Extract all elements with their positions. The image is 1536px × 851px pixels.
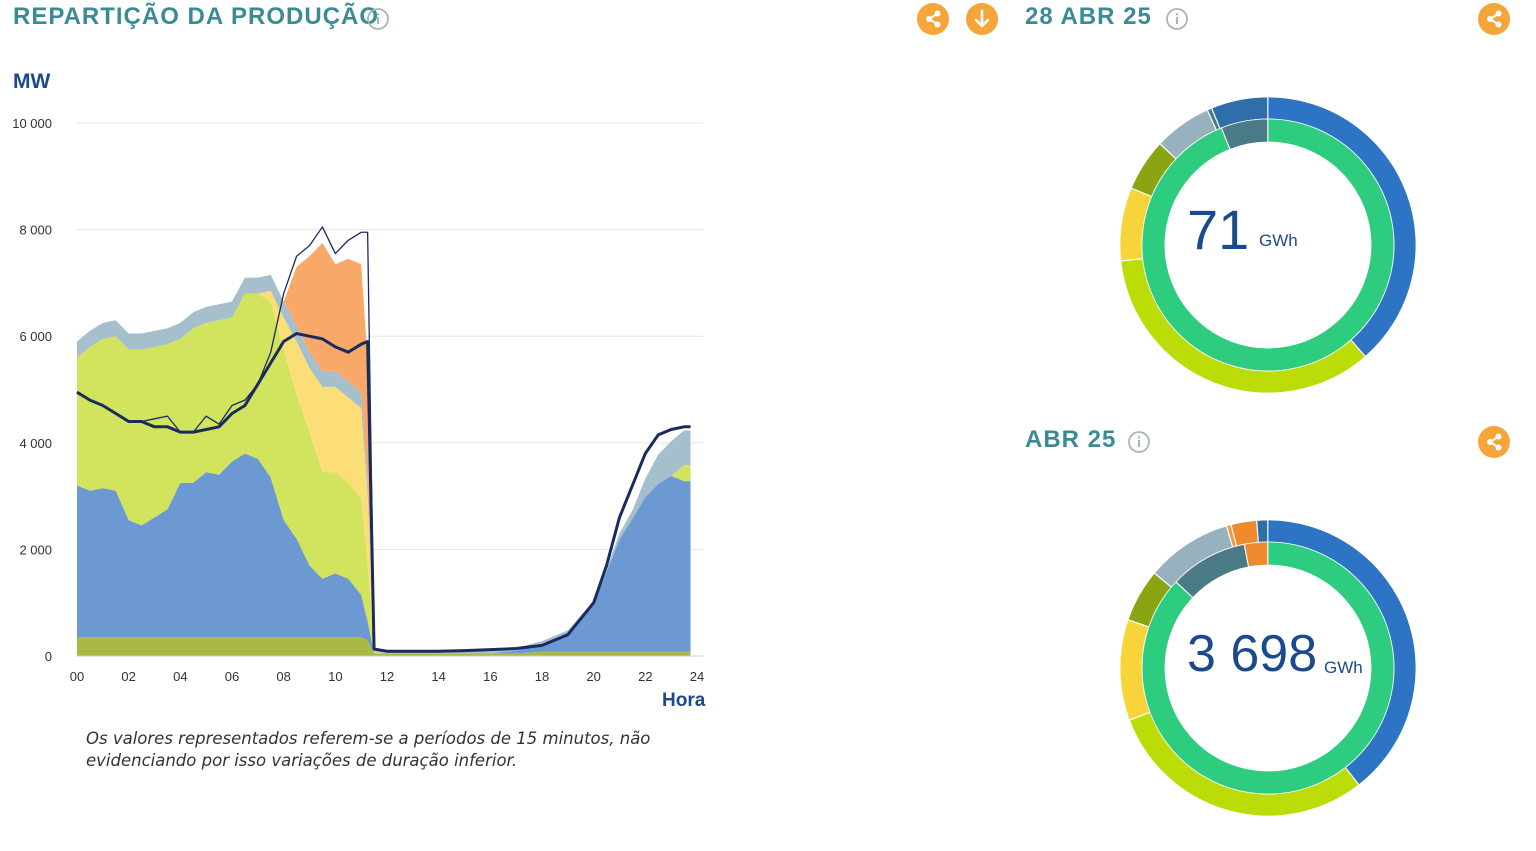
x-tick-label: 00 [70,669,84,684]
day-donut-chart [1119,96,1417,394]
x-tick-label: 08 [276,669,290,684]
y-tick-label: 6 000 [19,329,52,344]
x-tick-label: 06 [225,669,239,684]
x-tick-label: 16 [483,669,497,684]
month-donut-chart [1119,519,1417,817]
y-tick-label: 10 000 [12,116,52,131]
outer-ring-segment [1256,519,1269,543]
inner-ring-segment [1141,541,1395,795]
info-icon[interactable] [366,7,390,31]
share-button[interactable] [1478,3,1510,35]
x-tick-label: 24 [690,669,704,684]
month-total-unit: GWh [1324,658,1363,677]
x-axis-label: Hora [662,690,706,711]
y-tick-label: 4 000 [19,436,52,451]
x-tick-label: 18 [535,669,549,684]
x-tick-label: 10 [328,669,342,684]
month-total-value: 3 698 [1187,625,1318,683]
x-tick-label: 14 [431,669,445,684]
info-icon[interactable] [1165,7,1189,31]
chart-footnote: Os valores representados referem-se a pe… [86,729,651,770]
share-icon [1487,10,1502,28]
share-button[interactable] [1478,426,1510,458]
line-series [76,226,691,652]
y-tick-label: 2 000 [19,542,52,557]
share-icon [1487,433,1502,451]
y-tick-label: 0 [45,649,52,664]
production-area-chart: 0 2 000 4 000 6 000 8 000 10 000 00 02 04 06 08 10 1… [12,116,704,684]
day-title: 28 ABR 25 [1025,3,1152,30]
inner-ring-segment [1141,118,1395,372]
download-icon [974,9,990,28]
share-button[interactable] [917,3,949,35]
share-icon [926,10,941,28]
inner-ring-segment [1221,118,1269,150]
day-total-unit: GWh [1259,231,1298,250]
info-icon[interactable] [1127,430,1151,454]
production-chart-title: REPARTIÇÃO DA PRODUÇÃO [13,3,380,30]
inner-ring-segment [1243,541,1269,568]
x-tick-label: 12 [380,669,394,684]
download-button[interactable] [966,3,998,35]
y-axis-label: MW [13,70,51,93]
area-series [77,637,691,656]
y-tick-label: 8 000 [19,223,52,238]
day-total-value: 71 [1187,198,1250,261]
x-tick-label: 04 [173,669,187,684]
area-series [77,453,691,654]
x-tick-label: 22 [638,669,652,684]
x-tick-label: 02 [121,669,135,684]
area-series [77,293,691,654]
month-title: ABR 25 [1025,426,1117,453]
x-tick-label: 20 [586,669,600,684]
